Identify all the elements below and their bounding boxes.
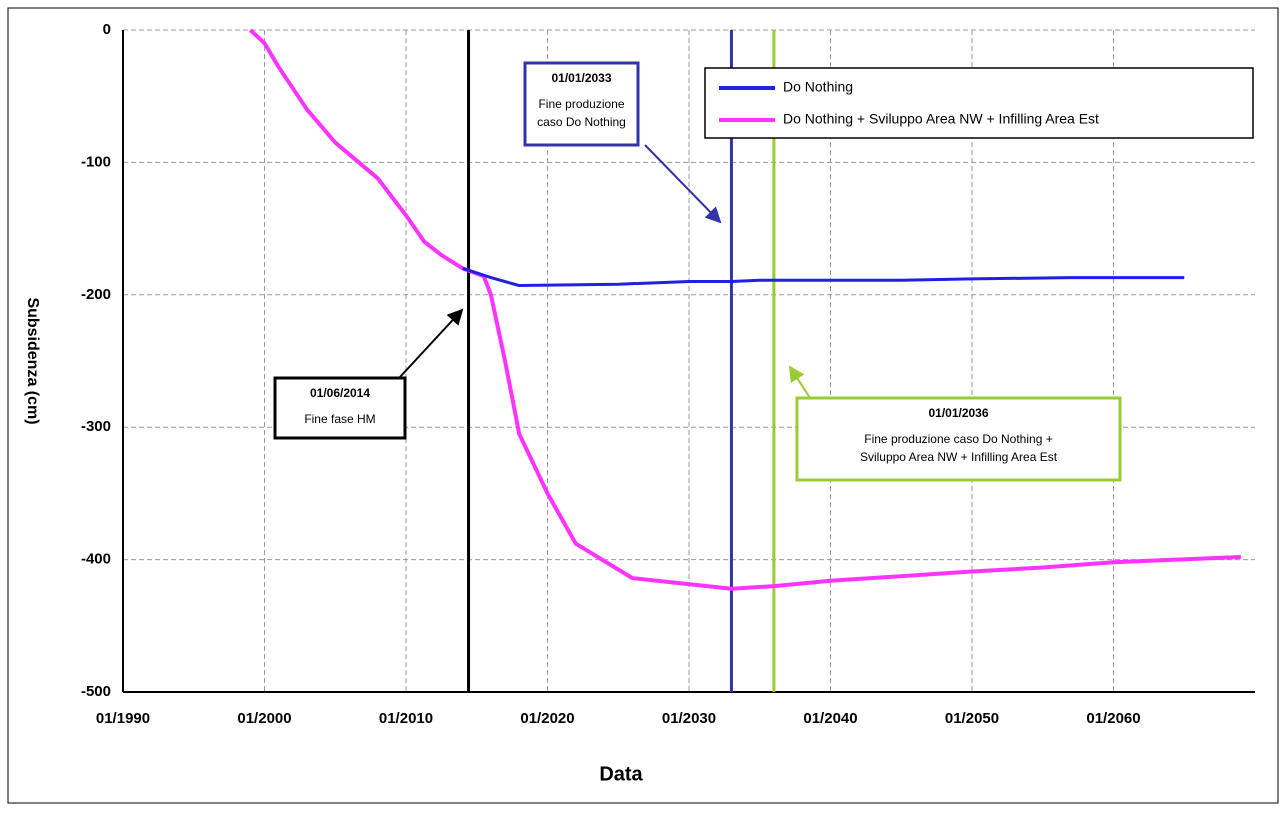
series-line [462, 266, 1185, 288]
y-tick-label: 0 [103, 21, 111, 38]
series-line [248, 28, 1241, 591]
annotation-date: 01/01/2036 [928, 406, 988, 420]
annotation-text: caso Do Nothing [537, 115, 626, 129]
annotation-box [795, 396, 1122, 482]
y-tick-label: -100 [81, 153, 111, 170]
y-tick-label: -200 [81, 286, 111, 303]
x-tick-label: 01/1990 [96, 710, 150, 727]
x-tick-label: 01/2020 [520, 710, 574, 727]
annotation-text: Fine produzione [538, 97, 624, 111]
annotation-text: Sviluppo Area NW + Infilling Area Est [860, 450, 1058, 464]
annotation-arrow [788, 365, 811, 399]
y-tick-label: -500 [81, 683, 111, 700]
x-tick-label: 01/2000 [237, 710, 291, 727]
y-tick-label: -300 [81, 418, 111, 435]
legend-label: Do Nothing [783, 79, 853, 95]
legend-box [704, 67, 1254, 139]
x-tick-label: 01/2010 [379, 710, 433, 727]
annotation-text: Fine fase HM [304, 412, 375, 426]
x-tick-label: 01/2050 [945, 710, 999, 727]
annotation-arrow [399, 308, 464, 378]
y-axis-label: Subsidenza (cm) [24, 297, 41, 424]
x-tick-label: 01/2060 [1086, 710, 1140, 727]
annotation-arrow [644, 144, 722, 224]
annotation-box [523, 61, 640, 147]
x-tick-label: 01/2030 [662, 710, 716, 727]
legend-label: Do Nothing + Sviluppo Area NW + Infillin… [783, 111, 1099, 127]
annotation-text: Fine produzione caso Do Nothing + [864, 432, 1052, 446]
annotation-box [273, 376, 407, 440]
x-tick-label: 01/2040 [803, 710, 857, 727]
x-axis-label: Data [599, 763, 643, 785]
annotation-date: 01/06/2014 [310, 386, 370, 400]
y-tick-label: -400 [81, 551, 111, 568]
annotation-date: 01/01/2033 [551, 71, 611, 85]
